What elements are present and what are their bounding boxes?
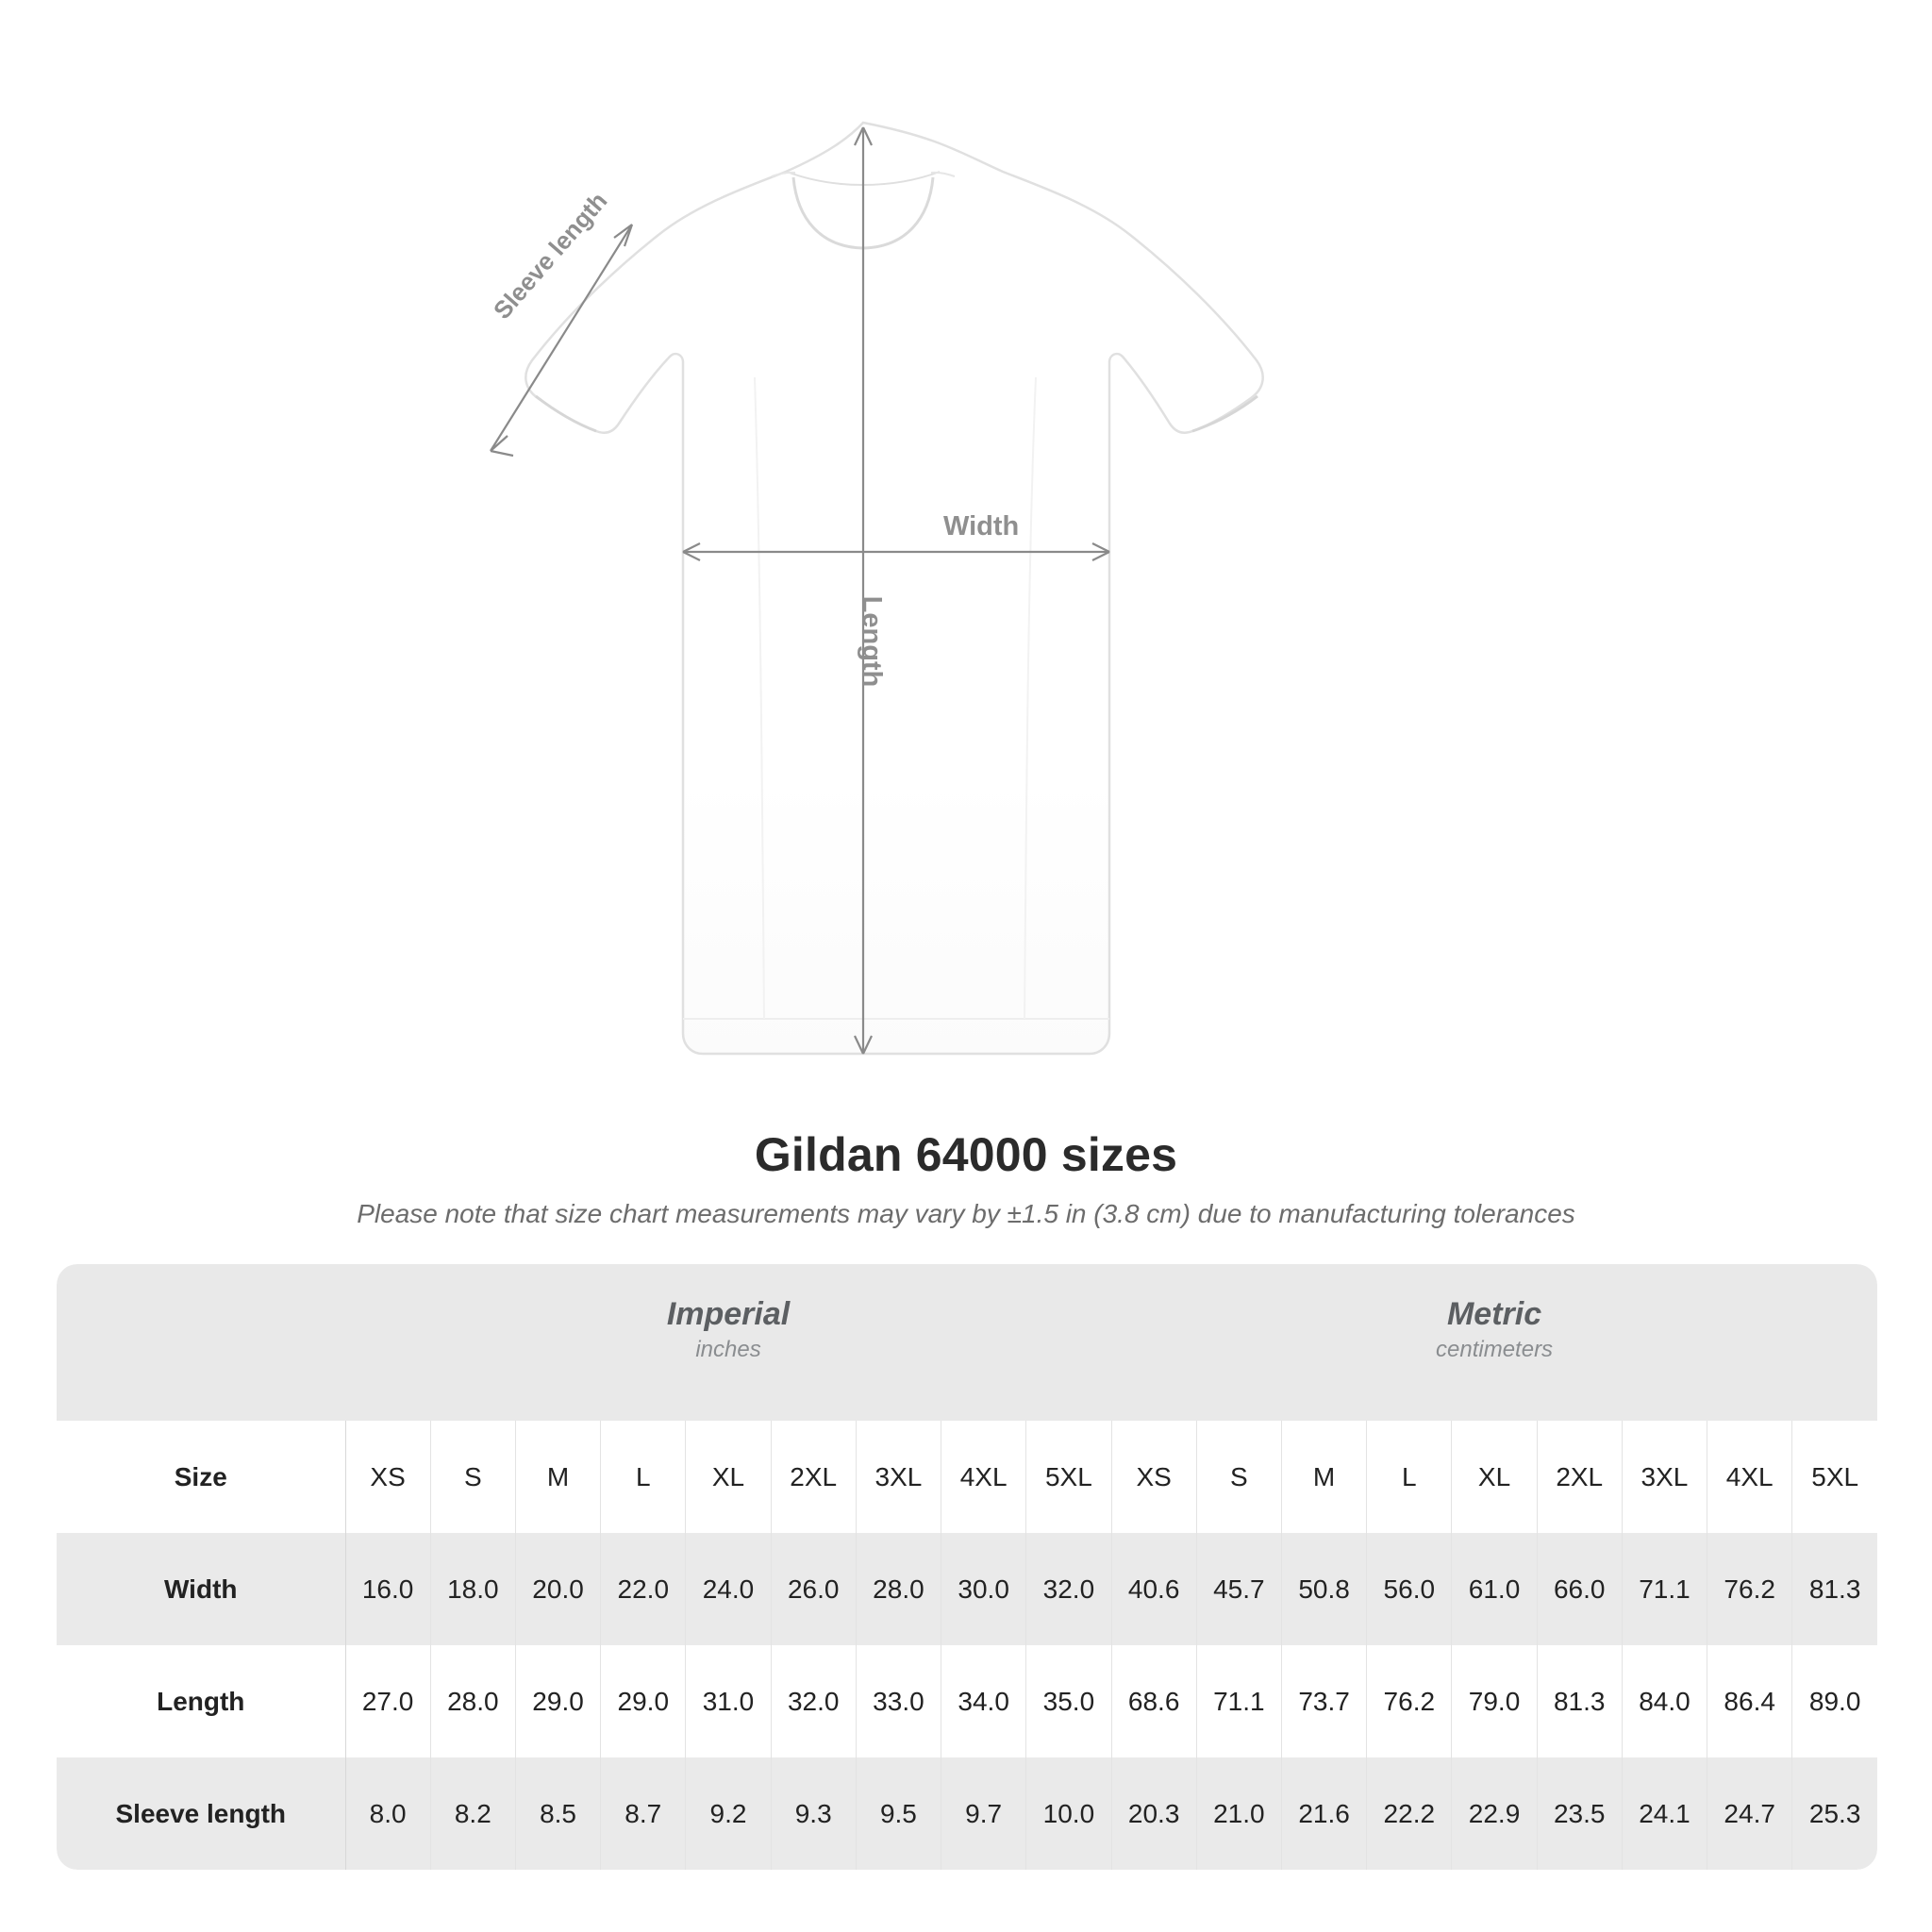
svg-text:Length: Length xyxy=(857,596,887,688)
svg-text:Width: Width xyxy=(943,511,1019,541)
